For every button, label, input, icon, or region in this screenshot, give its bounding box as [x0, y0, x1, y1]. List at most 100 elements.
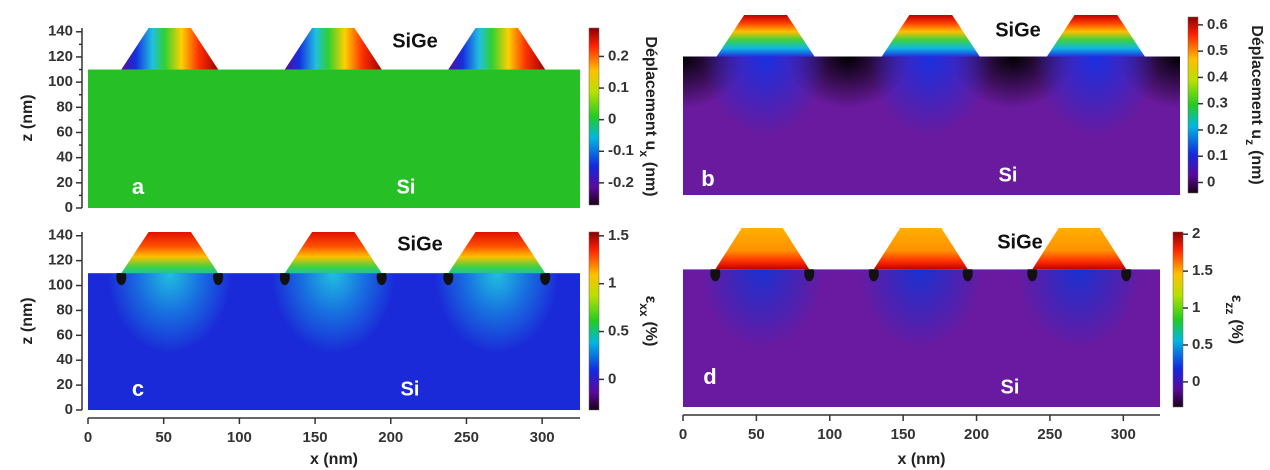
substrate	[88, 69, 580, 208]
strain-glow	[107, 273, 232, 354]
island	[873, 228, 968, 270]
island	[1046, 15, 1145, 57]
material-label: Si	[999, 164, 1018, 186]
island	[284, 28, 382, 70]
colorbar-tick-label: -0.1	[608, 142, 634, 159]
x-tick-label: 200	[378, 429, 403, 446]
x-tick-label: 300	[530, 429, 555, 446]
y-tick-label: 100	[48, 276, 73, 293]
y-tick-label: 40	[56, 149, 73, 166]
edge-spot	[1027, 269, 1038, 282]
colorbar-tick-label: 2	[1192, 225, 1200, 242]
island	[448, 232, 546, 274]
y-axis-label: z (nm)	[19, 94, 36, 141]
strain-glow	[1033, 56, 1158, 137]
x-tick-label: 250	[454, 429, 479, 446]
x-axis-label: x (nm)	[310, 451, 358, 468]
field-map	[88, 273, 580, 410]
colorbar-label-sub: x	[637, 150, 651, 157]
y-tick-label: 80	[56, 301, 73, 318]
colorbar-label-unit: (nm)	[1248, 150, 1265, 185]
material-label: Si	[1001, 376, 1020, 398]
x-tick-label: 150	[891, 426, 916, 443]
colorbar	[588, 231, 600, 411]
colorbar-tick-label: 0.2	[1207, 121, 1228, 138]
y-tick-label: 0	[65, 401, 73, 418]
colorbar-tick-label: 0.1	[1207, 147, 1228, 164]
x-tick-label: 0	[679, 426, 687, 443]
strain-glow	[858, 269, 983, 350]
colorbar-tick-label: 0.4	[1207, 68, 1229, 85]
x-tick-label: 200	[964, 426, 989, 443]
y-tick-label: 140	[48, 23, 73, 40]
material-label: Si	[397, 176, 416, 198]
edge-spot	[540, 273, 551, 286]
y-tick-label: 80	[56, 98, 73, 115]
colorbar-label: Déplacement uz (nm)	[1243, 25, 1265, 184]
x-axis-label: x (nm)	[898, 451, 946, 468]
colorbar-tick-label: 0.5	[1207, 42, 1228, 59]
material-label: SiGe	[997, 231, 1043, 253]
panel-letter: a	[132, 174, 145, 199]
island	[448, 28, 546, 70]
y-tick-label: 60	[56, 326, 73, 343]
edge-spot	[1121, 269, 1132, 282]
colorbar	[1172, 231, 1184, 408]
strain-glow	[868, 56, 993, 137]
colorbar-tick-label: 0.5	[1192, 336, 1213, 353]
colorbar-tick-label: 0.2	[608, 47, 629, 64]
edge-spot	[376, 273, 387, 286]
colorbar-label-main: Déplacement u	[642, 36, 659, 150]
panel-letter: b	[701, 166, 714, 191]
x-tick-label: 100	[817, 426, 842, 443]
x-tick-label: 300	[1111, 426, 1136, 443]
x-tick-label: 0	[84, 429, 92, 446]
panel-letter: c	[132, 376, 144, 401]
y-tick-label: 40	[56, 351, 73, 368]
y-tick-label: 140	[48, 227, 73, 244]
strain-glow	[1017, 269, 1142, 350]
island	[881, 15, 980, 57]
x-tick-label: 250	[1037, 426, 1062, 443]
colorbar-tick-label: 1.5	[1192, 262, 1213, 279]
field-map	[683, 56, 1180, 195]
y-tick-label: 0	[65, 199, 73, 216]
y-tick-label: 60	[56, 123, 73, 140]
colorbar	[588, 27, 600, 206]
colorbar-tick-label: 0	[608, 111, 616, 128]
island	[716, 15, 815, 57]
colorbar-tick-label: 0	[1192, 373, 1200, 390]
colorbar-label-unit: (nm)	[642, 162, 659, 197]
colorbar-label: Déplacement ux (nm)	[637, 36, 659, 196]
colorbar-tick-label: 0.3	[1207, 95, 1228, 112]
colorbar-tick-label: 0.5	[608, 322, 629, 339]
strain-glow	[703, 56, 828, 137]
edge-spot	[868, 269, 879, 282]
material-label: SiGe	[995, 19, 1041, 41]
edge-spot	[710, 269, 721, 282]
material-label: Si	[401, 378, 420, 400]
strain-glow	[271, 273, 396, 354]
strain-glow	[434, 273, 559, 354]
colorbar-tick-label: 1	[1192, 299, 1200, 316]
island	[1032, 228, 1127, 270]
colorbar-label: εxx (%)	[637, 296, 659, 347]
y-axis-label: z (nm)	[19, 297, 36, 344]
island	[121, 232, 219, 274]
colorbar-tick-label: 1.5	[608, 227, 629, 244]
colorbar-label: εzz (%)	[1223, 295, 1245, 344]
colorbar-label-unit: (%)	[1228, 319, 1245, 344]
island	[121, 28, 219, 70]
strain-glow	[700, 269, 825, 350]
island	[284, 232, 382, 274]
colorbar-label-sub: xx	[637, 303, 651, 317]
colorbar-tick-label: 0	[1207, 173, 1215, 190]
colorbar-tick-label: 0.1	[608, 79, 629, 96]
edge-spot	[279, 273, 290, 286]
colorbar	[1187, 16, 1199, 194]
x-tick-label: 50	[748, 426, 765, 443]
x-tick-label: 50	[155, 429, 172, 446]
field-map	[683, 269, 1160, 407]
colorbar-tick-label: 0.6	[1207, 16, 1228, 33]
